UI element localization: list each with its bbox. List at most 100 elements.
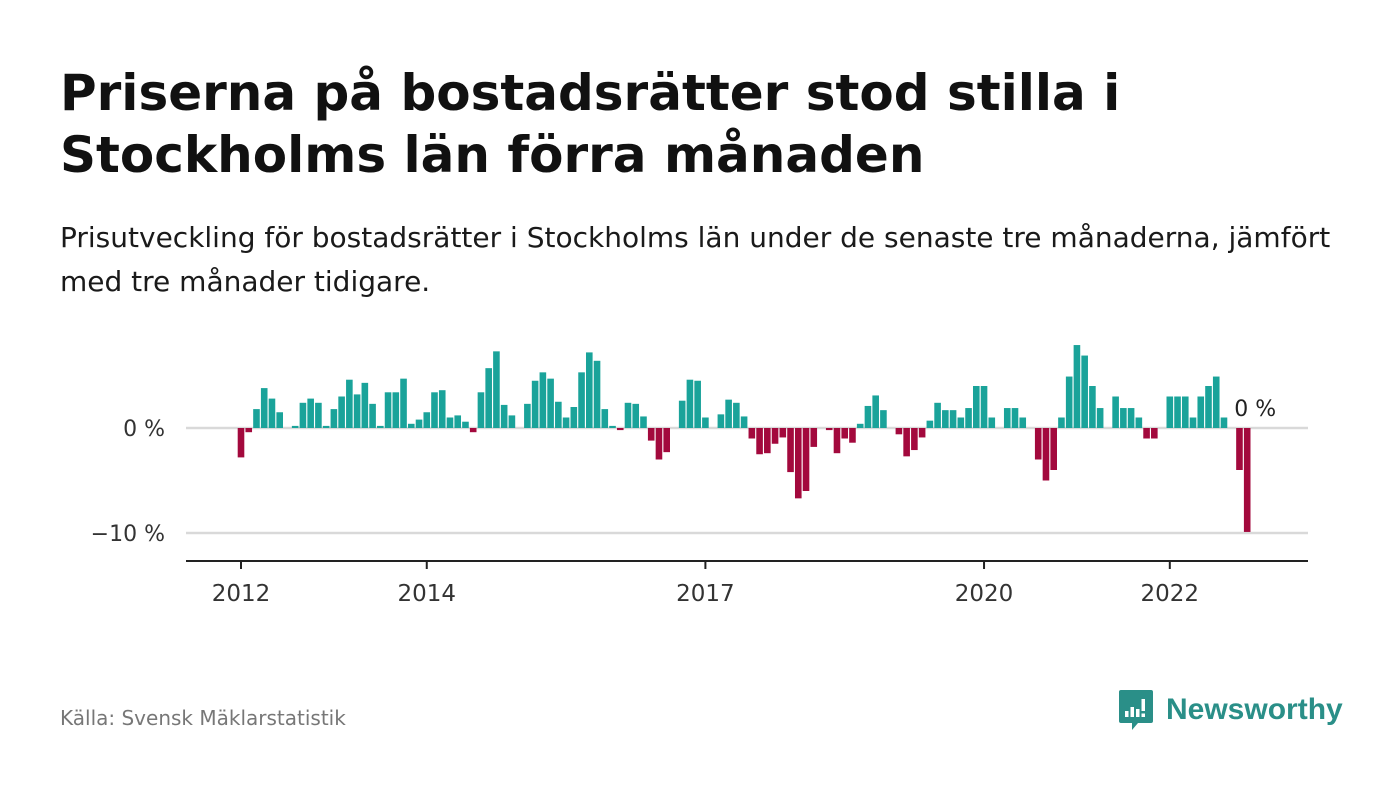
bar [245,428,253,433]
bar [353,394,361,428]
bar [980,386,988,428]
bar [462,421,469,428]
bar [810,428,818,447]
bar [291,425,299,428]
bar [1058,417,1065,428]
bar [609,425,616,428]
page-subtitle: Prisutveckling för bostadsrätter i Stock… [60,221,1331,298]
bar [1181,396,1189,428]
bar [918,428,926,438]
bar [586,352,593,428]
bar [694,380,701,428]
bar [1042,428,1050,481]
bar [593,360,601,428]
bar [616,428,624,431]
bar [756,428,763,455]
bar [903,428,910,457]
bar [1135,417,1143,428]
bar [237,428,245,458]
bar [725,399,732,428]
bar [1166,396,1174,428]
bar [1197,396,1205,428]
bar [934,402,941,428]
bar [1096,408,1104,428]
bar [500,404,508,428]
bar [647,428,655,441]
bar [624,402,632,428]
bar [539,372,547,428]
bar [1189,417,1197,428]
bar [794,428,802,499]
bar [640,416,647,428]
bar [1081,355,1088,428]
bar [253,409,260,428]
bar [841,428,849,439]
bar [531,380,539,428]
bar [849,428,856,443]
bar [508,415,516,428]
bar [570,407,578,428]
bar [1143,428,1150,439]
brand-name: Newsworthy [1166,693,1343,726]
bar [377,425,384,428]
bar [965,408,972,428]
bar [299,402,307,428]
bar [477,392,485,428]
bar [771,428,779,444]
bar [330,409,338,428]
bar [446,417,454,428]
bar [346,379,353,428]
bar [1220,417,1228,428]
bar [733,402,740,428]
bar [1019,417,1027,428]
bar [407,423,415,428]
bar [833,428,841,454]
bar [686,379,694,428]
bar [825,428,833,431]
bar [864,405,872,428]
bar [632,403,640,428]
bar [1089,386,1096,428]
newsworthy-logo-icon [1119,690,1153,730]
x-tick-label: 2022 [1141,581,1200,607]
last-value-label: 0 % [1234,397,1276,422]
y-tick-label: 0 % [123,417,165,442]
bar [578,372,585,428]
bar [678,400,686,428]
bar [485,368,492,428]
bar [438,390,446,428]
bar [547,378,554,428]
bar [702,417,709,428]
bar [338,396,345,428]
bar [779,428,787,438]
bar [988,417,996,428]
brand-logo: Newsworthy [1118,688,1343,732]
bar [1243,428,1251,532]
x-tick-label: 2014 [397,581,456,607]
bar [856,423,864,428]
bar [1151,428,1158,439]
source-note: Källa: Svensk Mäklarstatistik [60,706,346,730]
bar [469,428,477,433]
bar [423,412,431,428]
bar [764,428,771,454]
bar [315,402,322,428]
bar [1073,345,1081,428]
bar [276,412,283,428]
bar [361,382,369,428]
bar [1205,386,1212,428]
bar [555,401,562,428]
bar [1174,396,1181,428]
bar [880,410,887,428]
bar [369,403,376,428]
bar [384,392,392,428]
bar [663,428,670,453]
bar [1120,408,1127,428]
y-tick-label: −10 % [91,522,165,547]
bar [1212,376,1220,428]
bar [740,416,748,428]
x-tick-label: 2012 [212,581,271,607]
bar [260,388,268,428]
bar [717,414,725,428]
